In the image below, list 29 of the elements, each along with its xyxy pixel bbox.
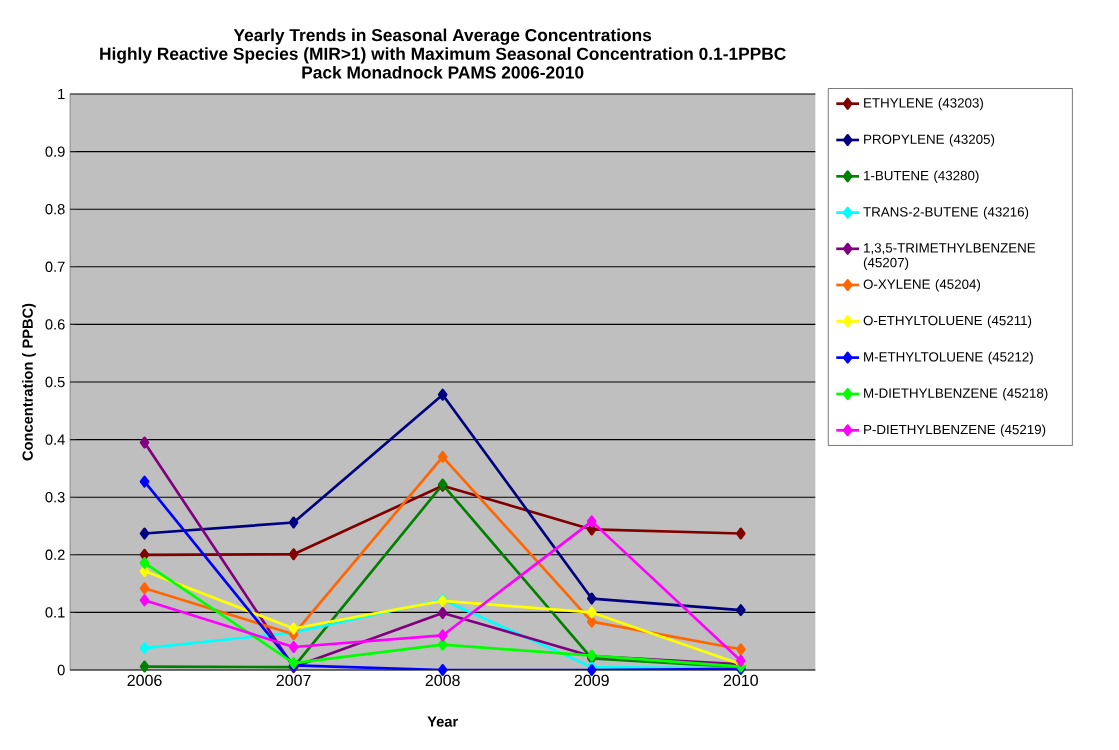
y-tick-label: 1 bbox=[58, 88, 65, 100]
legend-label: PROPYLENE (43205) bbox=[864, 134, 995, 147]
legend-label: O-XYLENE (45204) bbox=[863, 279, 981, 292]
x-tick-label: 2007 bbox=[276, 674, 311, 687]
y-tick-label: 0.4 bbox=[45, 434, 65, 445]
y-tick-label: 0.1 bbox=[45, 607, 65, 618]
x-axis-title: Year bbox=[427, 716, 458, 727]
legend-label: M-DIETHYLBENZENE (45218) bbox=[864, 388, 1048, 401]
legend-label: 1,3,5-TRIMETHYLBENZENE (45207) bbox=[863, 243, 1036, 270]
legend-label: P-DIETHYLBENZENE (45219) bbox=[864, 424, 1046, 437]
y-tick-label: 0.2 bbox=[45, 549, 65, 560]
chart-title: Yearly Trends in Seasonal Average Concentrations Highly Reactive Species (MIR>1) with Maximum Seasonal Concentration 0.1-1PPBC Pack Monadnock PAMS 2006-2010 bbox=[100, 28, 786, 79]
y-tick-label: 0.6 bbox=[45, 319, 65, 330]
y-tick-label: 0.9 bbox=[45, 146, 65, 157]
x-tick-label: 2010 bbox=[723, 674, 758, 687]
x-tick-label: 2006 bbox=[127, 674, 162, 687]
y-axis-title: Concentration ( PPBC) bbox=[22, 303, 36, 461]
y-tick-label: 0.3 bbox=[45, 492, 65, 503]
legend-label: O-ETHYLTOLUENE (45211) bbox=[863, 315, 1032, 328]
legend-label: 1-BUTENE (43280) bbox=[864, 170, 979, 183]
x-tick-label: 2008 bbox=[425, 674, 460, 687]
y-tick-label: 0.7 bbox=[45, 261, 65, 272]
x-tick-label: 2009 bbox=[574, 674, 609, 687]
y-tick-label: 0.5 bbox=[45, 376, 65, 388]
y-tick-label: 0.8 bbox=[45, 204, 65, 215]
legend-label: M-ETHYLTOLUENE (45212) bbox=[864, 351, 1033, 365]
legend-label: TRANS-2-BUTENE (43216) bbox=[863, 206, 1029, 220]
legend-label: ETHYLENE (43203) bbox=[864, 97, 983, 111]
y-tick-label: 0 bbox=[57, 664, 65, 676]
